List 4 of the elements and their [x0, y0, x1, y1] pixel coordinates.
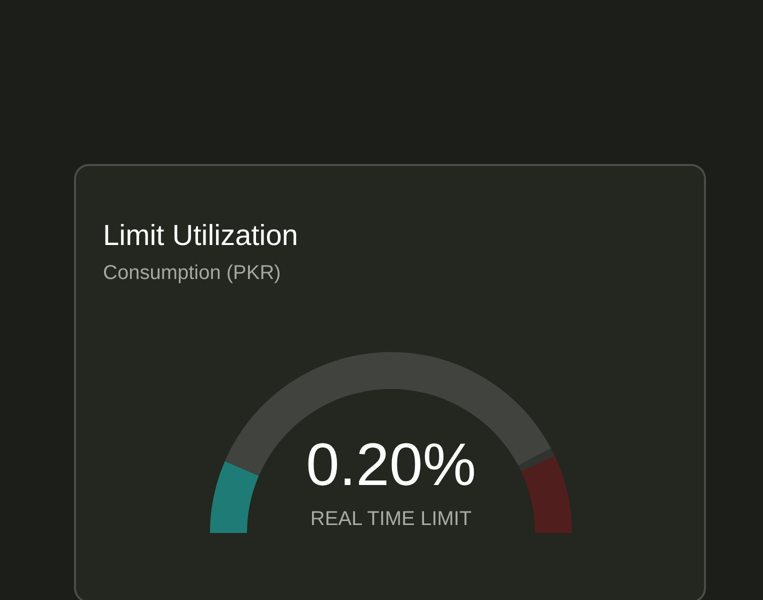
text: REAL TIME LIMIT	[310, 508, 472, 530]
text: 0.20%	[306, 431, 476, 498]
chart-title: Limit Utilization	[103, 220, 298, 252]
chart-subtitle: Consumption (PKR)	[103, 262, 281, 284]
